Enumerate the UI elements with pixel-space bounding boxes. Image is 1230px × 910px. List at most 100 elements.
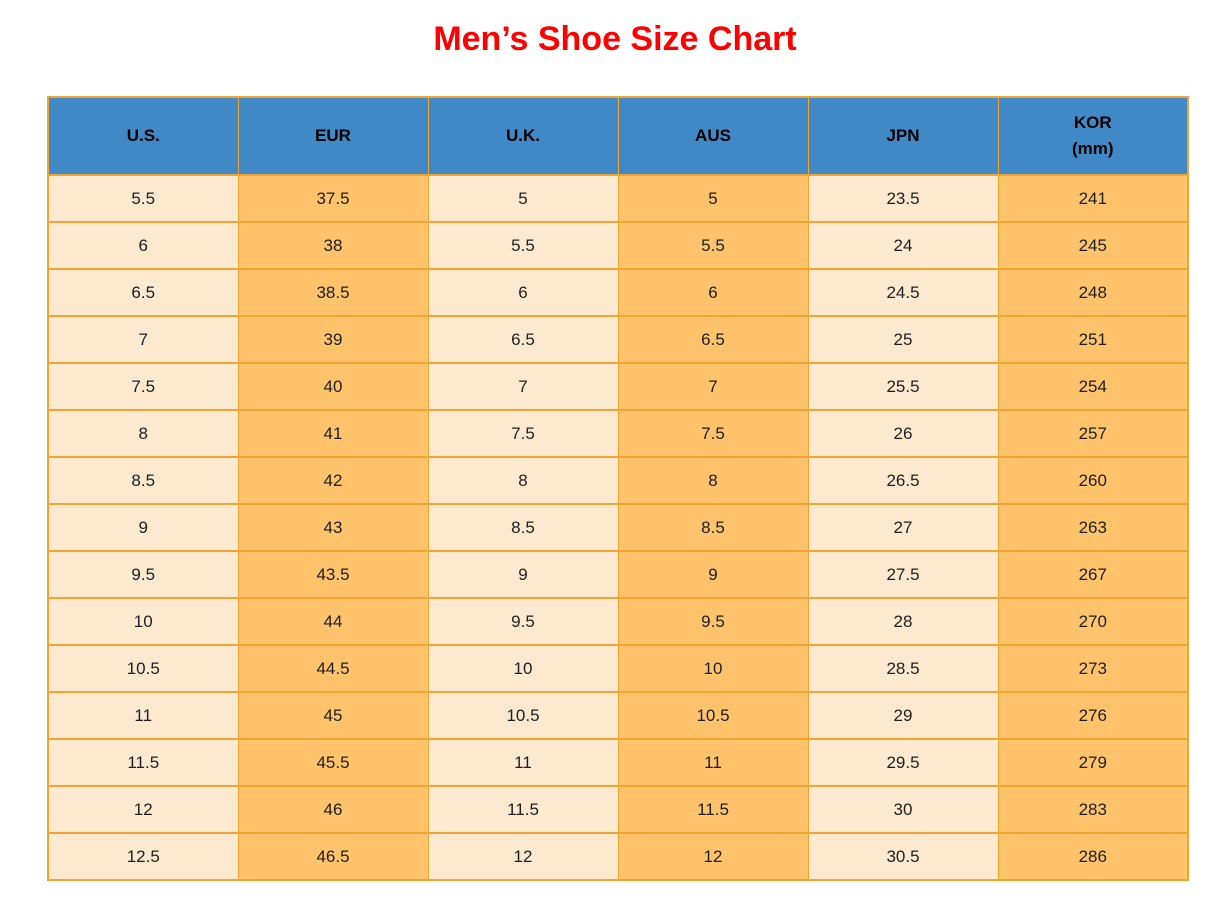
column-header-jpn: JPN: [807, 96, 999, 176]
size-cell: 5.5: [617, 221, 809, 270]
table-row: 9 43 8.5 8.5 27 263: [47, 503, 1189, 552]
size-cell: 43.5: [237, 550, 429, 599]
size-cell: 29: [807, 691, 999, 740]
size-cell: 10: [427, 644, 619, 693]
size-cell: 8.5: [427, 503, 619, 552]
column-header-sublabel: (mm): [1071, 139, 1114, 158]
size-cell: 6.5: [617, 315, 809, 364]
size-cell: 8.5: [617, 503, 809, 552]
size-cell: 8.5: [47, 456, 239, 505]
size-cell: 5: [427, 174, 619, 223]
table-row: 10.5 44.5 10 10 28.5 273: [47, 644, 1189, 693]
size-table-header: U.S. EUR U.K. AUS JPN KOR (mm): [47, 96, 1189, 176]
size-cell: 5.5: [47, 174, 239, 223]
size-cell: 245: [997, 221, 1189, 270]
size-cell: 10.5: [47, 644, 239, 693]
column-header-label: AUS: [695, 125, 731, 145]
size-cell: 7: [427, 362, 619, 411]
size-cell: 45: [237, 691, 429, 740]
table-row: 12 46 11.5 11.5 30 283: [47, 785, 1189, 834]
size-cell: 24.5: [807, 268, 999, 317]
size-cell: 24: [807, 221, 999, 270]
size-cell: 9.5: [427, 597, 619, 646]
size-cell: 10: [617, 644, 809, 693]
column-header-label: U.K.: [506, 125, 540, 145]
size-cell: 7: [47, 315, 239, 364]
size-cell: 254: [997, 362, 1189, 411]
column-header-aus: AUS: [617, 96, 809, 176]
size-cell: 41: [237, 409, 429, 458]
size-cell: 44: [237, 597, 429, 646]
size-cell: 11.5: [617, 785, 809, 834]
size-cell: 38.5: [237, 268, 429, 317]
size-cell: 11: [47, 691, 239, 740]
size-cell: 279: [997, 738, 1189, 787]
size-cell: 8: [47, 409, 239, 458]
size-cell: 283: [997, 785, 1189, 834]
table-row: 11 45 10.5 10.5 29 276: [47, 691, 1189, 740]
size-cell: 10: [47, 597, 239, 646]
size-cell: 7.5: [617, 409, 809, 458]
size-cell: 27.5: [807, 550, 999, 599]
size-cell: 39: [237, 315, 429, 364]
size-cell: 5: [617, 174, 809, 223]
table-row: 7 39 6.5 6.5 25 251: [47, 315, 1189, 364]
size-table-body: 5.5 37.5 5 5 23.5 241 6 38 5.5 5.5 24 245 6.5 38.5 6 6 2…: [47, 174, 1189, 881]
size-cell: 23.5: [807, 174, 999, 223]
size-cell: 263: [997, 503, 1189, 552]
shoe-size-table: U.S. EUR U.K. AUS JPN KOR (mm) 5.5 37.5 5 5 23.5 24…: [47, 96, 1189, 881]
size-cell: 8: [427, 456, 619, 505]
size-cell: 10.5: [617, 691, 809, 740]
header-row: U.S. EUR U.K. AUS JPN KOR (mm): [47, 96, 1189, 176]
size-cell: 37.5: [237, 174, 429, 223]
size-cell: 46: [237, 785, 429, 834]
size-cell: 30.5: [807, 832, 999, 881]
size-cell: 276: [997, 691, 1189, 740]
size-cell: 45.5: [237, 738, 429, 787]
column-header-uk: U.K.: [427, 96, 619, 176]
table-row: 8 41 7.5 7.5 26 257: [47, 409, 1189, 458]
column-header-us: U.S.: [47, 96, 239, 176]
table-row: 6.5 38.5 6 6 24.5 248: [47, 268, 1189, 317]
size-cell: 7: [617, 362, 809, 411]
table-row: 6 38 5.5 5.5 24 245: [47, 221, 1189, 270]
size-cell: 12.5: [47, 832, 239, 881]
column-header-label: KOR: [1073, 112, 1112, 132]
size-cell: 6: [427, 268, 619, 317]
size-cell: 46.5: [237, 832, 429, 881]
size-cell: 260: [997, 456, 1189, 505]
table-row: 10 44 9.5 9.5 28 270: [47, 597, 1189, 646]
size-cell: 251: [997, 315, 1189, 364]
table-row: 7.5 40 7 7 25.5 254: [47, 362, 1189, 411]
size-cell: 7.5: [427, 409, 619, 458]
table-row: 5.5 37.5 5 5 23.5 241: [47, 174, 1189, 223]
size-cell: 257: [997, 409, 1189, 458]
page-title: Men’s Shoe Size Chart: [433, 20, 797, 58]
size-cell: 12: [617, 832, 809, 881]
size-cell: 11: [617, 738, 809, 787]
size-cell: 6.5: [427, 315, 619, 364]
size-cell: 28.5: [807, 644, 999, 693]
size-cell: 8: [617, 456, 809, 505]
size-cell: 9: [47, 503, 239, 552]
column-header-label: U.S.: [126, 125, 160, 145]
size-cell: 273: [997, 644, 1189, 693]
size-cell: 38: [237, 221, 429, 270]
table-row: 12.5 46.5 12 12 30.5 286: [47, 832, 1189, 881]
size-cell: 40: [237, 362, 429, 411]
column-header-label: JPN: [886, 125, 920, 145]
size-cell: 9.5: [617, 597, 809, 646]
size-cell: 12: [427, 832, 619, 881]
size-cell: 25: [807, 315, 999, 364]
size-cell: 44.5: [237, 644, 429, 693]
size-cell: 11.5: [47, 738, 239, 787]
column-header-eur: EUR: [237, 96, 429, 176]
size-cell: 6: [47, 221, 239, 270]
size-cell: 267: [997, 550, 1189, 599]
size-cell: 7.5: [47, 362, 239, 411]
size-cell: 6: [617, 268, 809, 317]
size-cell: 11.5: [427, 785, 619, 834]
size-cell: 9: [427, 550, 619, 599]
size-cell: 27: [807, 503, 999, 552]
